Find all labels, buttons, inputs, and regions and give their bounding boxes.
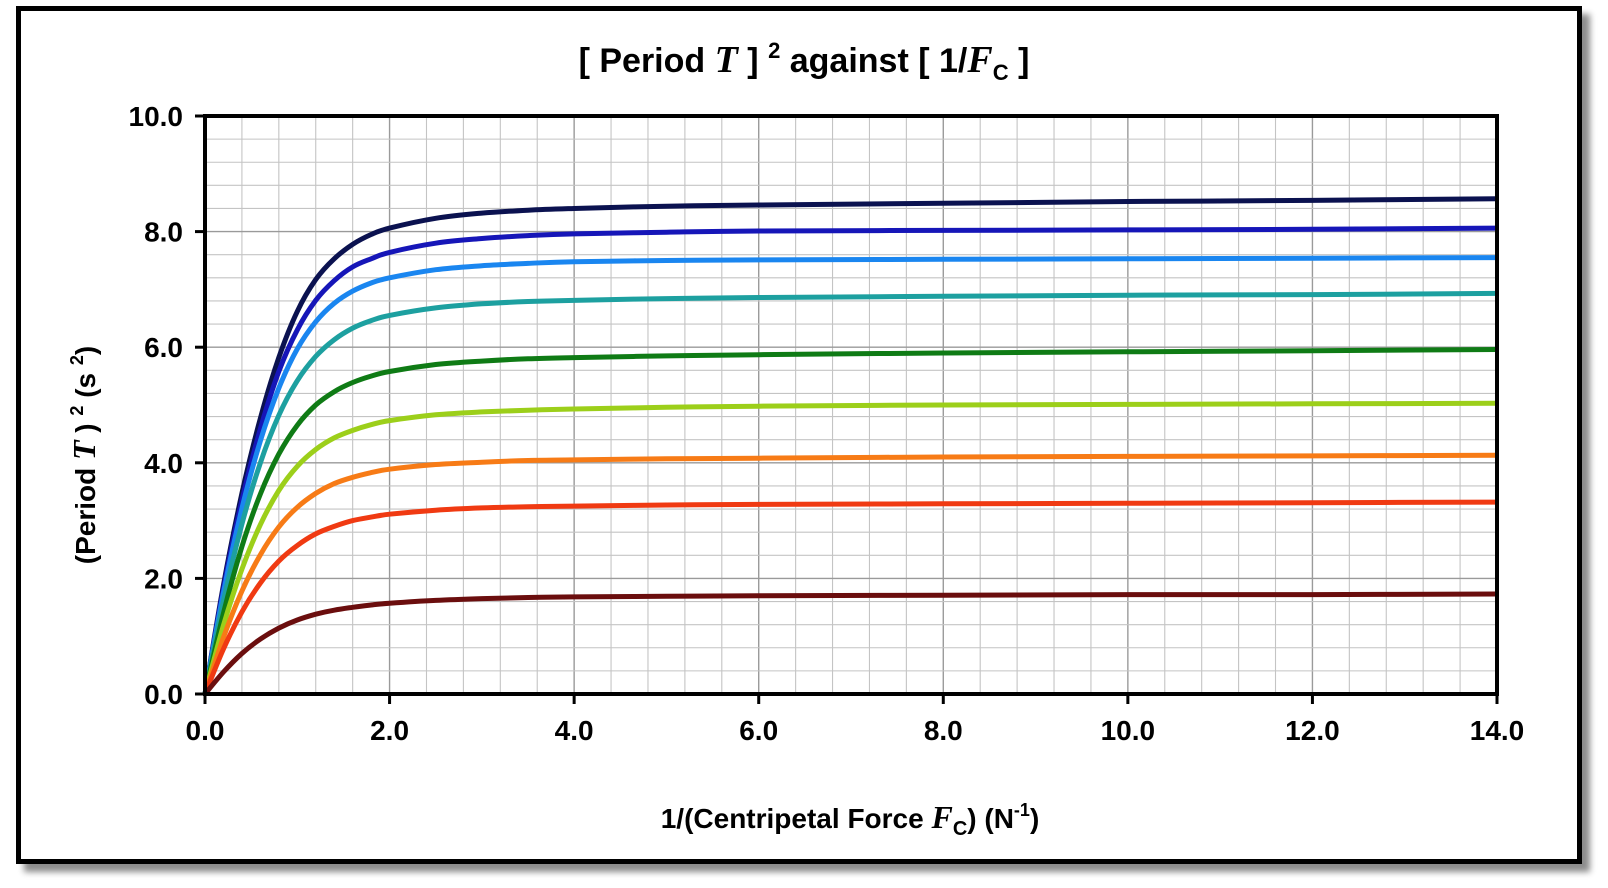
series-line-9: [203, 591, 1498, 696]
x-tick-label: 14.0: [1470, 715, 1525, 746]
series-line-3: [202, 255, 1498, 695]
series-line-5: [202, 347, 1498, 695]
y-axis-ticks: 0.0 2.0 4.0 6.0 8.0 10.0: [129, 101, 205, 710]
x-axis-label: 1/(Centripetal Force FC) (N-1): [661, 799, 1040, 840]
y-tick-label: 10.0: [129, 101, 184, 132]
series-line-7: [202, 452, 1498, 695]
series-lines: [202, 196, 1498, 696]
x-tick-label: 12.0: [1285, 715, 1340, 746]
plot-area-border: [203, 114, 1499, 696]
x-tick-label: 8.0: [924, 715, 963, 746]
y-tick-label: 8.0: [144, 217, 183, 248]
chart-frame: [16, 6, 1582, 864]
y-tick-label: 2.0: [144, 563, 183, 594]
series-line-4: [202, 290, 1498, 695]
series-line-1: [202, 196, 1498, 695]
series-line-6: [202, 400, 1498, 695]
chart-title: [ Period T ] 2 against [ 1/FC ]: [579, 38, 1030, 85]
x-tick-label: 0.0: [186, 715, 225, 746]
x-tick-label: 6.0: [739, 715, 778, 746]
series-line-8: [202, 499, 1498, 695]
x-tick-label: 4.0: [555, 715, 594, 746]
x-axis-ticks: 0.0 2.0 4.0 6.0 8.0 10.0 12.0 14.0: [186, 694, 1525, 746]
y-tick-label: 4.0: [144, 448, 183, 479]
x-tick-label: 10.0: [1101, 715, 1156, 746]
y-tick-label: 0.0: [144, 679, 183, 710]
series-line-2: [202, 225, 1498, 695]
x-tick-label: 2.0: [370, 715, 409, 746]
y-tick-label: 6.0: [144, 332, 183, 363]
y-axis-label: (Period T ) 2 (s 2): [66, 346, 102, 565]
